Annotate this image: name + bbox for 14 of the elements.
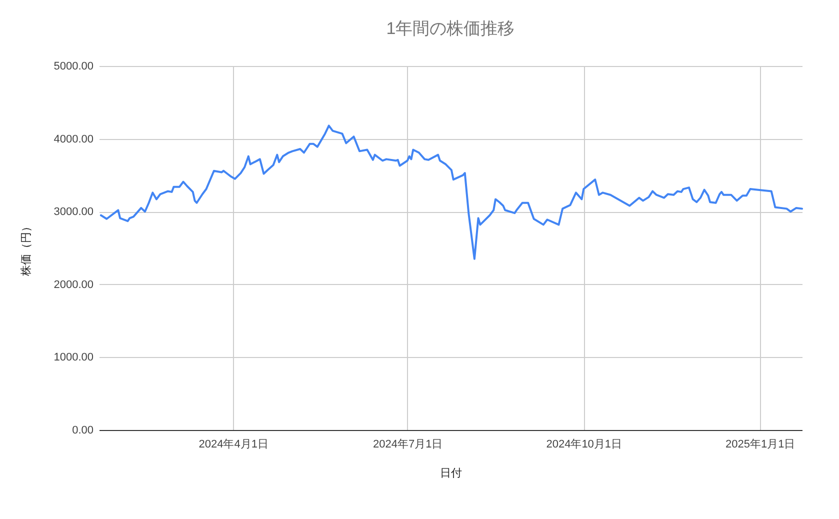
chart-title: 1年間の株価推移 (386, 19, 515, 38)
y-tick-label: 4000.00 (54, 133, 94, 146)
y-axis-title: 株価（円） (20, 221, 33, 277)
x-tick-label: 2025年1月1日 (726, 438, 796, 450)
x-axis-title: 日付 (440, 468, 462, 480)
y-tick-label: 3000.00 (54, 206, 94, 218)
line-series (100, 124, 803, 260)
y-tick-label: 5000.00 (54, 60, 94, 72)
x-tick-label: 2024年7月1日 (373, 438, 443, 450)
y-tick-label: 2000.00 (54, 278, 94, 291)
y-tick-label: 0.00 (72, 424, 94, 436)
x-tick-label: 2024年4月1日 (198, 438, 268, 450)
y-tick-label: 1000.00 (54, 352, 94, 364)
x-tick-label: 2024年10月1日 (546, 438, 622, 450)
